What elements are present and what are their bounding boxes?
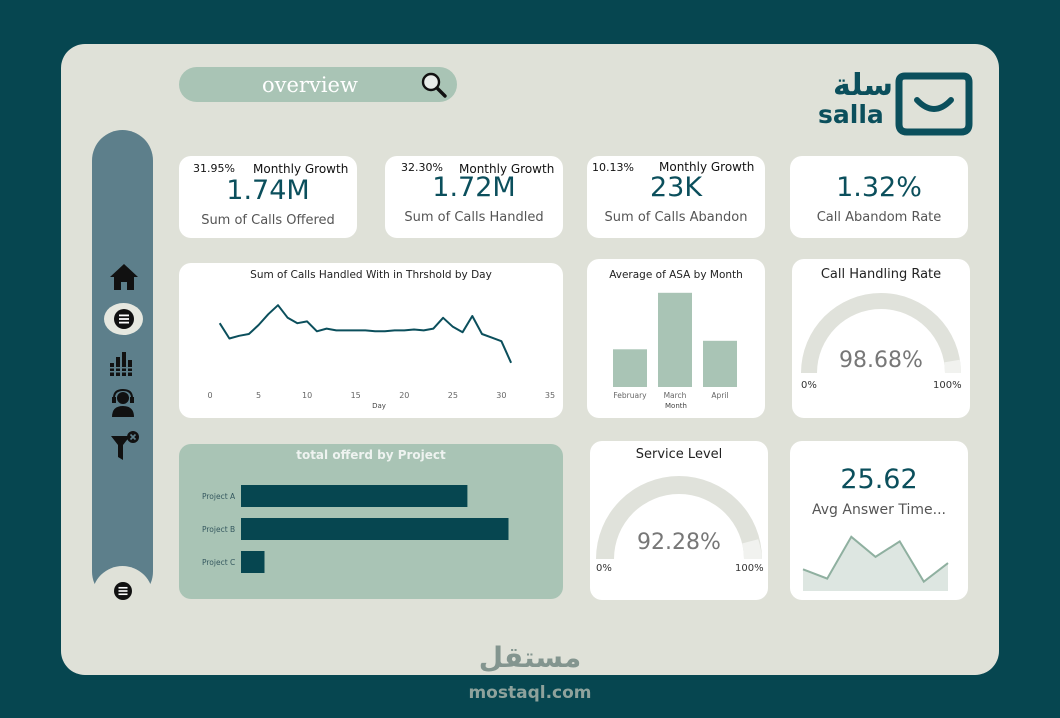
- search-bar[interactable]: overview: [179, 67, 457, 102]
- kpi-card-calls-offered: 31.95% Monthly Growth 1.74M Sum of Calls…: [179, 156, 357, 238]
- kpi-value: 1.72M: [432, 172, 516, 203]
- kpi-card-calls-handled: 32.30% Monthly Growth 1.72M Sum of Calls…: [385, 156, 563, 238]
- kpi-label: Sum of Calls Abandon: [604, 210, 748, 225]
- y-category-label: Project C: [202, 558, 236, 567]
- kpi-value: 1.32%: [836, 172, 922, 203]
- kpi-label: Sum of Calls Offered: [201, 213, 335, 228]
- growth-label: Monthly Growth: [253, 162, 349, 176]
- brand-arabic: سلة: [833, 68, 893, 103]
- agent-icon: [112, 388, 134, 417]
- gauge-min: 0%: [596, 563, 612, 574]
- home-icon: [110, 264, 138, 290]
- sidebar-item-home[interactable]: [108, 262, 140, 292]
- kpi-card-calls-abandon: 10.13% Monthly Growth 23K Sum of Calls A…: [587, 156, 765, 238]
- brand-latin: salla: [818, 100, 884, 129]
- handling-rate-card: Call Handling Rate 98.68% 0% 100%: [792, 259, 970, 418]
- sidebar-bottom-button[interactable]: [114, 582, 132, 600]
- growth-percent: 10.13%: [592, 161, 634, 174]
- sidebar-item-analytics[interactable]: [109, 351, 135, 376]
- x-tick-label: 25: [447, 391, 458, 400]
- answer-time-card: 25.62 Avg Answer Time...: [790, 441, 968, 600]
- line-chart-card: Sum of Calls Handled With in Thrshold by…: [179, 263, 563, 418]
- x-category-label: February: [613, 391, 647, 400]
- chart-title: Average of ASA by Month: [609, 269, 743, 281]
- kpi-label: Sum of Calls Handled: [404, 210, 544, 225]
- gauge-value: 92.28%: [637, 530, 721, 555]
- bar: [658, 292, 692, 387]
- area-line: [802, 535, 949, 584]
- area-fill: [803, 536, 948, 591]
- watermark-arabic: مستقل: [478, 641, 582, 674]
- gauge-max: 100%: [933, 380, 962, 391]
- handling-gauge: [801, 293, 961, 373]
- bar-chart-icon: [109, 352, 135, 376]
- x-tick-label: 30: [496, 391, 507, 400]
- x-tick-label: 5: [256, 391, 262, 400]
- gauge-min: 0%: [801, 380, 817, 391]
- search-label: overview: [262, 73, 358, 97]
- kpi-card-abandon-rate: 1.32% Call Abandom Rate: [790, 156, 968, 238]
- sidebar: [92, 130, 153, 614]
- x-tick-label: 10: [302, 391, 313, 400]
- gauge-title: Service Level: [635, 447, 723, 462]
- bar: [241, 551, 265, 573]
- watermark-latin: mostaql.com: [468, 683, 592, 703]
- answer-time-area-chart: [802, 535, 949, 591]
- series-line: [218, 304, 513, 364]
- list-icon: [114, 582, 132, 600]
- sidebar-item-overview[interactable]: [104, 303, 143, 335]
- service-gauge: [596, 476, 762, 559]
- x-tick-label: 0: [207, 391, 213, 400]
- search-icon[interactable]: [419, 70, 449, 100]
- bar: [613, 349, 647, 387]
- kpi-label: Call Abandom Rate: [816, 210, 942, 225]
- growth-percent: 31.95%: [193, 162, 235, 175]
- gauge-value: 98.68%: [839, 348, 923, 373]
- bar: [241, 518, 509, 540]
- kpi-value: 1.74M: [226, 175, 310, 206]
- growth-label: Monthly Growth: [659, 160, 755, 174]
- kpi-label: Avg Answer Time...: [811, 502, 946, 518]
- chart-title: Sum of Calls Handled With in Thrshold by…: [250, 269, 492, 281]
- asa-bar-chart: [613, 292, 737, 387]
- sidebar-item-agents[interactable]: [110, 388, 136, 417]
- bag-icon: [895, 72, 973, 136]
- project-bar-chart: [241, 485, 509, 573]
- gauge-title: Call Handling Rate: [820, 267, 942, 282]
- kpi-value: 25.62: [840, 464, 918, 495]
- list-icon: [114, 309, 134, 329]
- filter-clear-icon: [111, 431, 139, 460]
- sidebar-item-clear-filters[interactable]: [110, 430, 140, 462]
- x-axis-label: Month: [665, 402, 687, 410]
- growth-label: Monthly Growth: [459, 162, 555, 176]
- asa-chart-card: Average of ASA by Month Month February Ma…: [587, 259, 765, 418]
- gauge-max: 100%: [735, 563, 764, 574]
- bar: [241, 485, 468, 507]
- x-tick-label: 20: [399, 391, 410, 400]
- x-category-label: March: [663, 391, 687, 400]
- project-chart-card: total offerd by Project Project A Project…: [179, 444, 563, 599]
- y-category-label: Project B: [202, 525, 236, 534]
- x-tick-label: 15: [350, 391, 361, 400]
- x-axis-label: Day: [372, 402, 386, 410]
- x-tick-label: 35: [544, 391, 556, 400]
- brand-logo: سلة salla: [815, 68, 975, 136]
- chart-title: total offerd by Project: [296, 448, 446, 462]
- bar: [703, 340, 737, 387]
- x-category-label: April: [711, 391, 729, 400]
- service-level-card: Service Level 92.28% 0% 100%: [590, 441, 768, 600]
- growth-percent: 32.30%: [401, 161, 443, 174]
- line-chart: [218, 304, 513, 364]
- y-category-label: Project A: [202, 492, 236, 501]
- kpi-value: 23K: [649, 172, 703, 203]
